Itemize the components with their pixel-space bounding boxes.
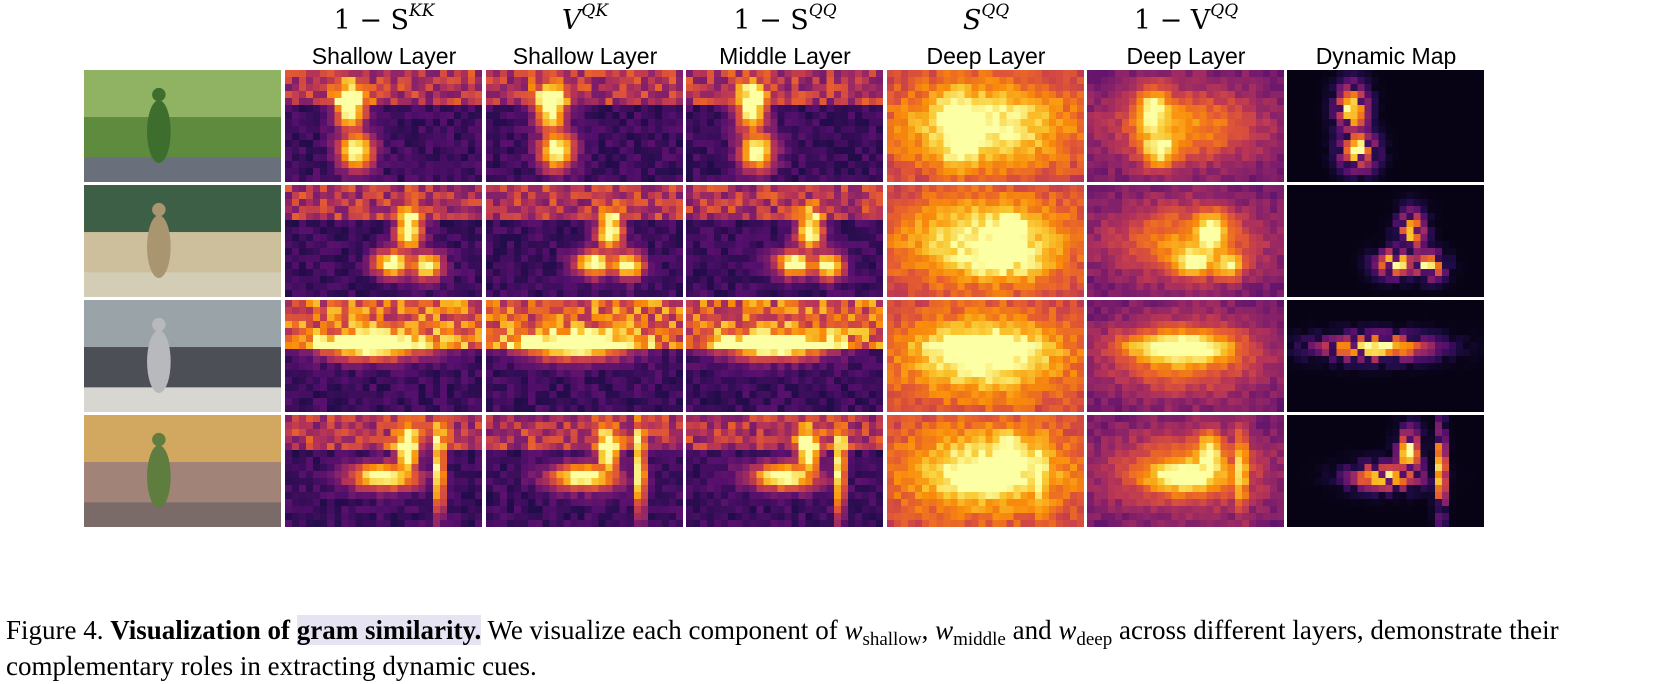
heatmap-cell [686, 415, 883, 527]
column-header-3: 1 − SQQ Middle Layer [679, 0, 891, 70]
car-street-photo-icon [84, 300, 281, 412]
heatmap-cell [486, 70, 683, 182]
heatmap-cell [686, 185, 883, 297]
column-math-label: 1 − VQQ [1133, 1, 1239, 36]
heatmap-cell [1287, 300, 1484, 412]
heatmap-cell [686, 70, 883, 182]
column-math-label: SQQ [962, 1, 1010, 36]
column-math-label: 1 − SQQ [733, 1, 837, 36]
heatmap-cell [285, 415, 482, 527]
column-layer-label: Middle Layer [719, 43, 851, 69]
heatmap-cell [486, 300, 683, 412]
column-math-label [1280, 0, 1492, 40]
heatmap-cell [686, 300, 883, 412]
column-header-2: VQK Shallow Layer [479, 0, 691, 70]
bmx-rider-photo-icon [84, 185, 281, 297]
heatmap-cell [285, 185, 482, 297]
heatmap-cell [887, 415, 1084, 527]
figure-caption: Figure 4. Visualization of gram similari… [6, 615, 1559, 681]
column-layer-label: Deep Layer [1126, 43, 1246, 69]
column-header-4: SQQ Deep Layer [880, 0, 1092, 70]
heatmap-cell [1087, 70, 1284, 182]
heatmap-cell [1287, 70, 1484, 182]
column-header-5: 1 − VQQ Deep Layer [1080, 0, 1292, 70]
column-header-1: 1 − SKK Shallow Layer [278, 0, 490, 70]
heatmap-cell [887, 70, 1084, 182]
heatmap-cell [887, 185, 1084, 297]
column-layer-label: Shallow Layer [512, 43, 658, 69]
column-header-6: Dynamic Map [1280, 0, 1492, 70]
swing-girl-photo-icon [84, 415, 281, 527]
heatmap-cell [285, 70, 482, 182]
heatmap-cell [486, 415, 683, 527]
heatmap-cell [486, 185, 683, 297]
heatmap-cell [1287, 185, 1484, 297]
heatmap-cell [1287, 415, 1484, 527]
column-math-label: VQK [561, 1, 609, 36]
caption-title: Visualization of gram similarity. [110, 615, 482, 645]
heatmap-cell [1087, 415, 1284, 527]
caption-prefix: Figure 4. [6, 615, 111, 645]
heatmap-cell [887, 300, 1084, 412]
column-math-label: 1 − SKK [333, 1, 435, 36]
heatmap-cell [1087, 185, 1284, 297]
heatmap-cell [285, 300, 482, 412]
walking-woman-photo-icon [84, 70, 281, 182]
column-layer-label: Dynamic Map [1315, 43, 1457, 69]
heatmap-cell [1087, 300, 1284, 412]
column-layer-label: Shallow Layer [311, 43, 457, 69]
column-layer-label: Deep Layer [926, 43, 1046, 69]
